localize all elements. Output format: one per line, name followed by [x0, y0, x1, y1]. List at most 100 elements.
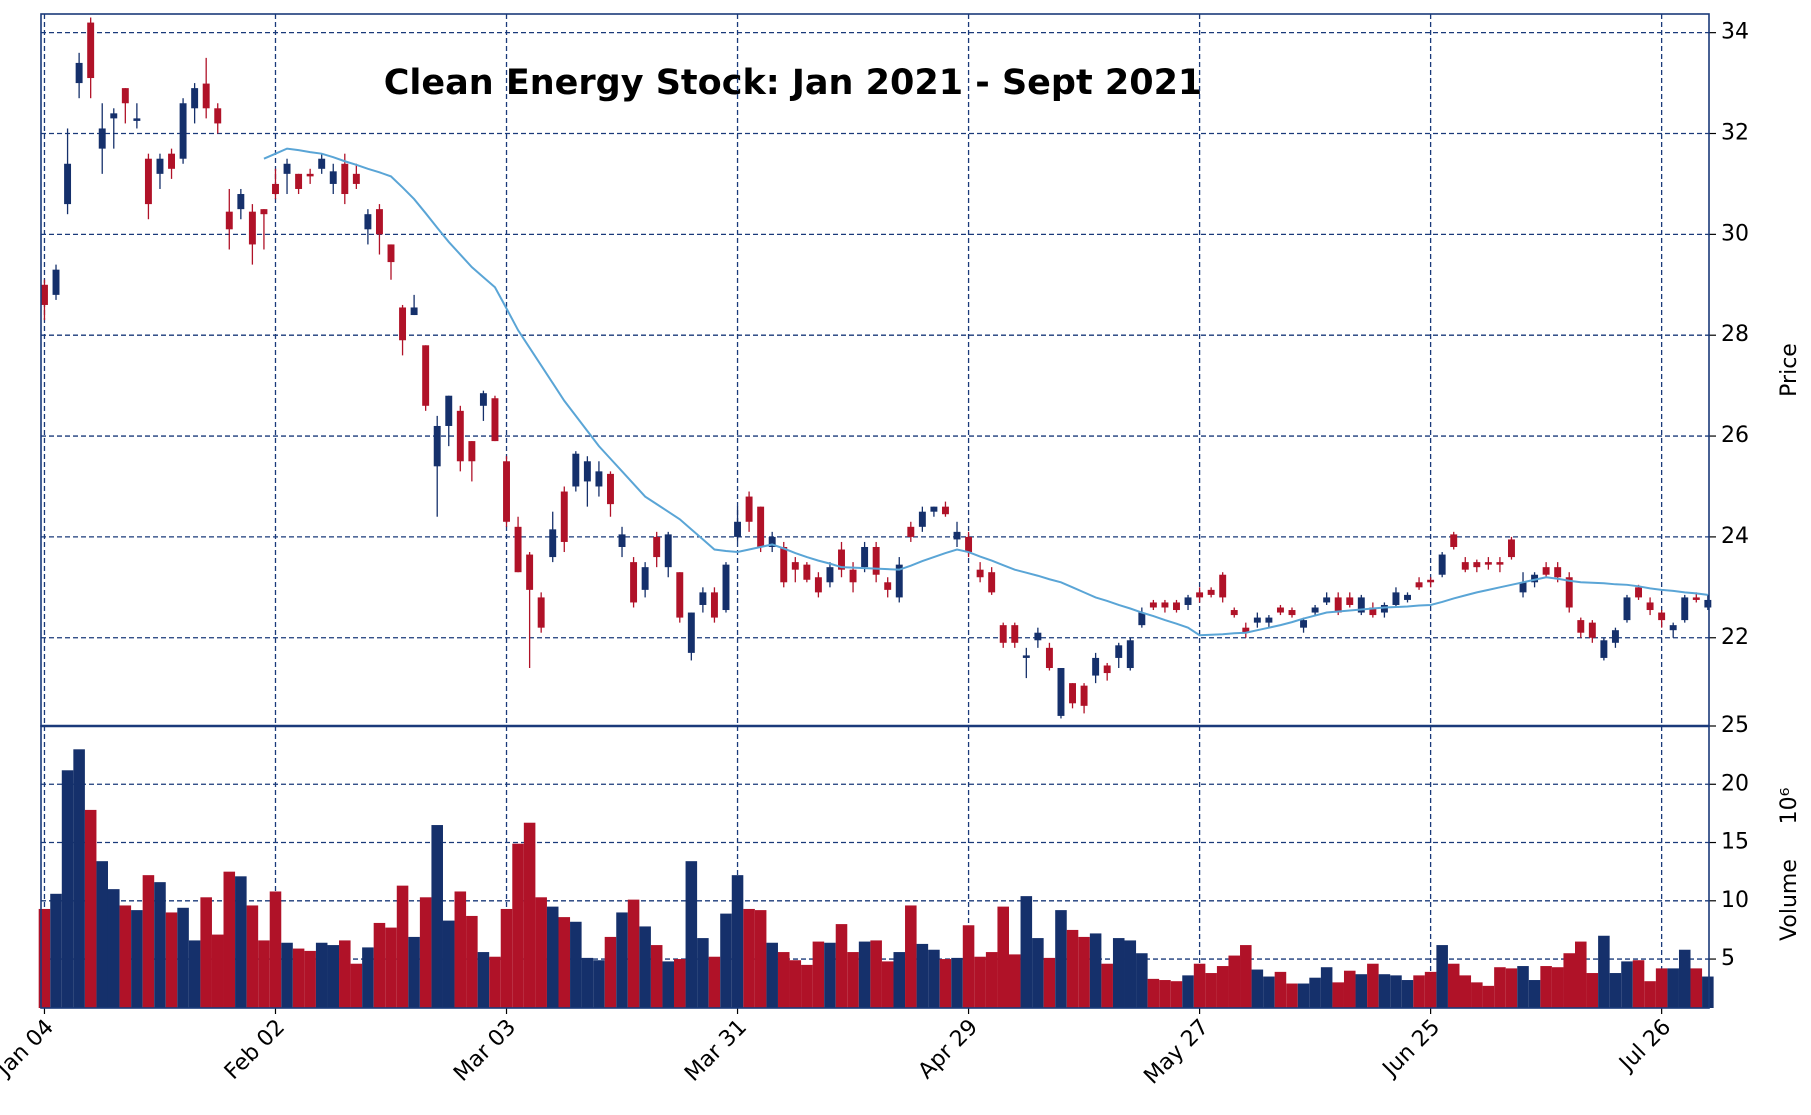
candle-body: [560, 491, 568, 542]
volume-bar: [604, 936, 617, 1008]
volume-bar: [223, 871, 236, 1008]
volume-bar: [1367, 963, 1379, 1008]
volume-bar: [339, 940, 351, 1008]
volume-bar: [1413, 975, 1425, 1008]
candle-body: [1623, 597, 1631, 621]
volume-bar: [593, 960, 605, 1008]
volume-bar: [1263, 976, 1275, 1008]
volume-bar: [974, 956, 986, 1008]
volume-bar: [200, 897, 212, 1008]
volume-bar: [1401, 980, 1414, 1008]
candle-body: [1565, 577, 1573, 608]
volume-bar: [1540, 966, 1552, 1008]
volume-bar: [1471, 982, 1483, 1008]
candle-body: [653, 536, 661, 558]
volume-bar: [951, 957, 963, 1008]
volume-bar: [1216, 966, 1229, 1008]
candle-body: [872, 546, 880, 575]
candle-body: [364, 214, 372, 230]
volume-bar: [546, 906, 559, 1008]
candle-body: [861, 546, 869, 568]
candle-body: [918, 511, 926, 527]
volume-bar: [73, 749, 85, 1008]
candle-body: [468, 441, 476, 462]
candle-body: [537, 597, 545, 628]
volume-bar: [1586, 973, 1599, 1008]
volume-bar: [1078, 936, 1090, 1008]
candle-body: [791, 562, 799, 570]
candle-body: [722, 564, 730, 611]
candle-body: [1219, 574, 1227, 598]
volume-bar: [1136, 953, 1148, 1008]
candle-body: [1346, 597, 1354, 605]
volume-bar: [720, 913, 732, 1008]
candle-body: [641, 567, 649, 590]
x-tick-label: Feb 02: [220, 1015, 290, 1085]
volume-bar: [1193, 963, 1206, 1008]
candle-body: [1230, 610, 1238, 616]
candle-body: [445, 395, 453, 426]
volume-bar: [1147, 978, 1160, 1008]
candle-body: [1045, 647, 1053, 669]
candle-body: [1011, 625, 1019, 643]
volume-bar: [454, 891, 467, 1008]
candle-body: [225, 211, 233, 230]
volume-bar: [1702, 976, 1714, 1008]
volume-bar: [281, 942, 293, 1008]
candle-body: [687, 612, 695, 653]
volume-bar: [662, 961, 675, 1008]
candle-body: [595, 471, 603, 487]
candle-body: [1115, 645, 1123, 658]
candle-body: [1288, 610, 1296, 616]
candle-body: [1635, 587, 1643, 598]
volume-bar: [512, 843, 524, 1008]
volume-bar: [1575, 941, 1587, 1008]
volume-bar: [50, 893, 62, 1008]
candle-body: [1461, 562, 1469, 570]
volume-bar: [650, 945, 663, 1008]
candle-body: [699, 592, 707, 605]
candle-body: [930, 506, 938, 512]
x-tick-label: Jan 04: [0, 1015, 59, 1083]
candle-body: [884, 582, 892, 590]
candle-body: [514, 526, 522, 573]
candle-body: [1392, 592, 1400, 605]
volume-bar: [870, 940, 882, 1008]
volume-bar: [1459, 975, 1472, 1008]
candle-body: [133, 118, 141, 121]
volume-bar: [246, 905, 259, 1008]
candle-body: [1057, 668, 1065, 716]
volume-bar: [385, 927, 397, 1008]
candle-body: [1080, 685, 1088, 706]
candle-body: [64, 163, 72, 205]
volume-bar: [258, 940, 270, 1008]
candle-body: [110, 113, 118, 119]
volume-bar: [905, 905, 917, 1008]
candle-body: [260, 209, 268, 215]
volume-bar: [627, 899, 640, 1008]
candle-body: [757, 506, 765, 547]
candle-body: [144, 158, 152, 205]
volume-bar: [708, 956, 721, 1008]
volume-bar: [304, 950, 316, 1008]
candle-body: [745, 496, 753, 522]
candle-body: [375, 209, 383, 235]
volume-bar: [466, 915, 478, 1008]
candle-body: [1658, 612, 1666, 621]
volume-bar: [570, 921, 582, 1008]
candle-body: [1207, 589, 1215, 595]
volume-bar: [858, 941, 871, 1008]
candle-body: [479, 393, 487, 406]
volume-bar: [38, 908, 51, 1008]
candle-body: [191, 88, 199, 109]
volume-bar: [1598, 935, 1610, 1008]
volume-bar: [431, 825, 443, 1008]
volume-bar: [1101, 963, 1113, 1008]
volume-bar: [1378, 974, 1391, 1008]
volume-bar: [1309, 977, 1321, 1008]
candle-body: [503, 461, 510, 522]
volume-bar: [1482, 985, 1495, 1008]
candle-body: [999, 625, 1007, 643]
candle-body: [1380, 604, 1388, 613]
